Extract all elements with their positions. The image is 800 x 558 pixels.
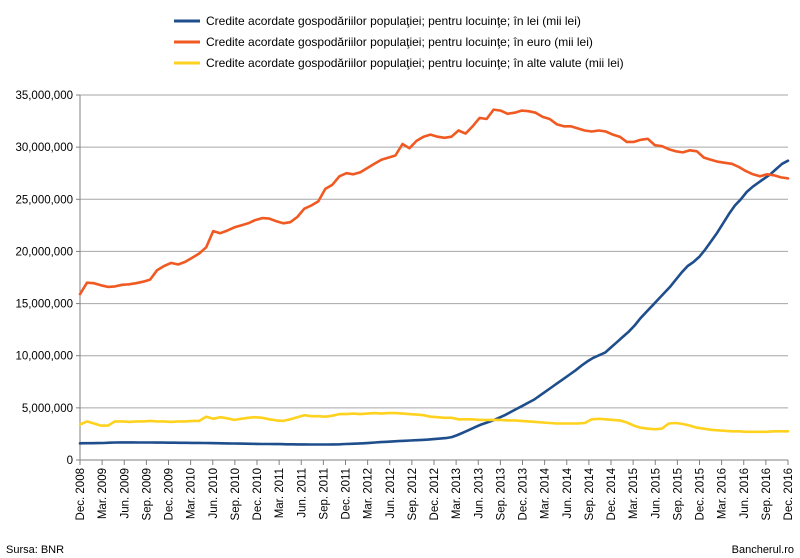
x-tick-label: Jun. 2013 bbox=[473, 468, 485, 519]
x-tick-label: Sep. 2016 bbox=[761, 468, 773, 520]
x-tick-label: Sep. 2012 bbox=[407, 468, 419, 520]
x-tick-label: Dec. 2015 bbox=[695, 468, 707, 520]
series-line-3 bbox=[78, 411, 790, 434]
legend-label-3: Credite acordate gospodăriilor populaţie… bbox=[206, 56, 624, 70]
series-lines bbox=[78, 108, 790, 446]
legend-label-1: Credite acordate gospodăriilor populaţie… bbox=[206, 14, 581, 28]
legend-label-2: Credite acordate gospodăriilor populaţie… bbox=[206, 35, 593, 49]
x-tick-label: Jun. 2010 bbox=[208, 468, 220, 519]
x-tick-label: Mar. 2015 bbox=[628, 468, 640, 519]
x-tick-label: Dec. 2014 bbox=[606, 467, 618, 520]
x-tick-label: Jun. 2011 bbox=[296, 468, 308, 518]
gridlines bbox=[80, 94, 788, 409]
x-tick-label: Jun. 2015 bbox=[650, 468, 662, 519]
x-tick-label: Sep. 2014 bbox=[584, 467, 596, 520]
x-tick-label: Jun. 2009 bbox=[119, 468, 131, 519]
y-tick-label: 10,000,000 bbox=[15, 351, 73, 363]
x-tick-label: Jun. 2014 bbox=[562, 467, 574, 518]
x-tick-label: Jun. 2016 bbox=[739, 468, 751, 519]
x-tick-label: Sep. 2015 bbox=[672, 468, 684, 520]
x-tick-label: Sep. 2013 bbox=[495, 468, 507, 520]
y-axis-tick-labels: 0 5,000,000 10,000,000 15,000,000 20,000,000… bbox=[15, 90, 73, 467]
x-tick-label: Mar. 2012 bbox=[363, 468, 375, 519]
x-tick-label: Mar. 2010 bbox=[186, 468, 198, 519]
source-label: Sursa: BNR bbox=[6, 544, 64, 556]
brand-label: Bancherul.ro bbox=[732, 544, 794, 556]
axes bbox=[76, 94, 789, 465]
y-tick-label: 35,000,000 bbox=[15, 90, 73, 102]
legend: Credite acordate gospodăriilor populaţie… bbox=[174, 14, 624, 70]
series-line-2 bbox=[78, 108, 790, 296]
x-tick-label: Sep. 2011 bbox=[318, 468, 330, 520]
x-axis-tick-labels: Dec. 2008 Mar. 2009 Jun. 2009 Sep. 2009 Dec.… bbox=[75, 467, 795, 520]
x-tick-label: Mar. 2013 bbox=[451, 468, 463, 519]
x-tick-label: Jun. 2012 bbox=[385, 468, 397, 519]
y-tick-label: 25,000,000 bbox=[15, 194, 73, 206]
x-tick-label: Mar. 2016 bbox=[717, 468, 729, 519]
x-tick-label: Dec. 2012 bbox=[429, 468, 441, 520]
x-tick-label: Mar. 2011 bbox=[274, 468, 286, 518]
x-tick-label: Mar. 2014 bbox=[540, 467, 552, 519]
x-tick-label: Sep. 2010 bbox=[230, 468, 242, 520]
x-tick-label: Dec. 2013 bbox=[518, 468, 530, 520]
y-tick-label: 20,000,000 bbox=[15, 246, 73, 258]
series-line-1 bbox=[78, 159, 790, 446]
y-tick-label: 0 bbox=[67, 455, 73, 467]
y-tick-label: 5,000,000 bbox=[22, 403, 73, 415]
x-tick-label: Dec. 2011 bbox=[341, 468, 353, 520]
x-tick-label: Dec. 2009 bbox=[164, 468, 176, 520]
x-tick-label: Dec. 2010 bbox=[252, 468, 264, 520]
y-tick-label: 15,000,000 bbox=[15, 299, 73, 311]
x-tick-label: Mar. 2009 bbox=[97, 468, 109, 519]
y-tick-label: 30,000,000 bbox=[15, 142, 73, 154]
x-tick-label: Dec. 2008 bbox=[75, 468, 87, 520]
x-tick-label: Sep. 2009 bbox=[141, 468, 153, 520]
x-tick-label: Dec. 2016 bbox=[783, 468, 795, 520]
